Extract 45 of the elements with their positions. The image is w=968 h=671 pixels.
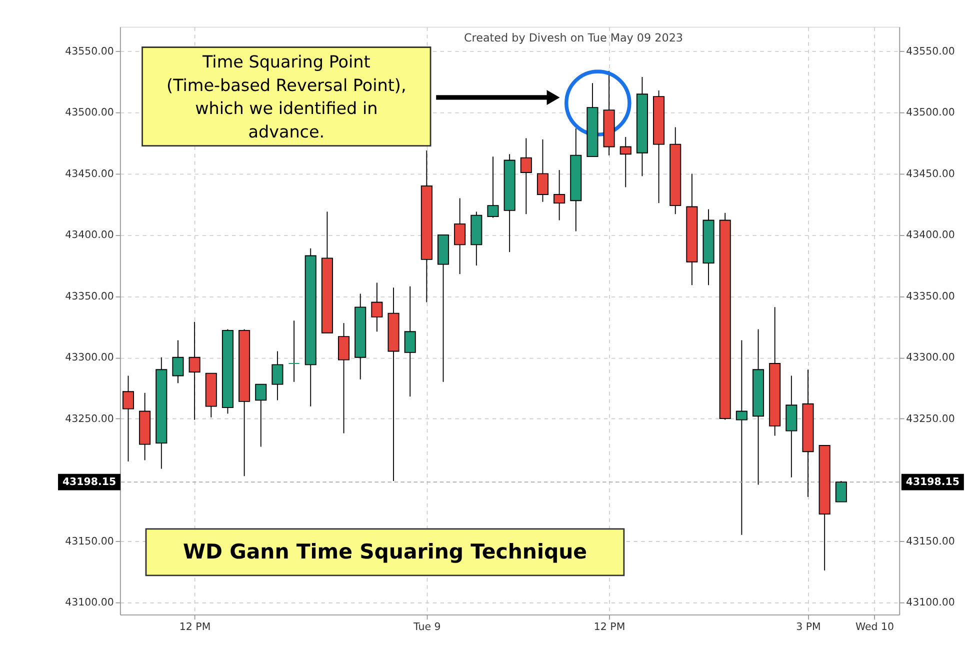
- annotation: Created by Divesh on Tue May 09 2023: [464, 32, 684, 45]
- y2-tick-label: 43300.00: [906, 352, 955, 364]
- candlestick: [554, 170, 566, 221]
- x-tick-label: 12 PM: [179, 622, 211, 633]
- y-tick-label: 43500.00: [65, 108, 114, 119]
- x-tick-label: 3 PM: [796, 622, 821, 633]
- y-tick-label: 43350.00: [65, 291, 114, 302]
- candlestick: [255, 384, 267, 448]
- candlestick: [454, 198, 466, 275]
- candlestick: [122, 375, 134, 462]
- y-tick-label: 43550.00: [65, 46, 114, 58]
- x-tick-label: Tue 9: [412, 622, 441, 633]
- ref-line-label: 43198.15: [62, 476, 116, 488]
- y2-tick-label: 43250.00: [906, 414, 955, 425]
- y2-tick-label: 43350.00: [906, 291, 955, 302]
- candlestick: [188, 321, 200, 420]
- candlestick: [288, 320, 300, 382]
- candlestick: [371, 282, 383, 332]
- candlestick: [520, 138, 532, 215]
- y-tick-label: 43400.00: [65, 230, 114, 242]
- candlestick: [272, 350, 284, 401]
- annotation: Time Squaring Point (Time-based Reversal Point), which we identified in advance.: [166, 52, 406, 142]
- y2-tick-label: 43500.00: [906, 108, 955, 119]
- candlestick: [536, 138, 548, 202]
- x-tick-label: Wed 10: [856, 622, 894, 633]
- candlestick: [338, 322, 350, 434]
- y2-tick-label: 43550.00: [906, 46, 955, 58]
- y-tick-label: 43100.00: [65, 597, 114, 608]
- annotation: WD Gann Time Squaring Technique: [182, 540, 587, 564]
- candlestick: [404, 286, 416, 398]
- candlestick: [172, 340, 184, 384]
- y2-tick-label: 43100.00: [906, 597, 955, 608]
- x-tick-label: 12 PM: [594, 622, 626, 633]
- candlestick: [736, 340, 748, 536]
- y2-tick-label: 43400.00: [906, 230, 955, 242]
- candlestick: [487, 156, 499, 218]
- candlestick: [620, 136, 632, 188]
- y-tick-label: 43300.00: [65, 352, 114, 364]
- y-tick-label: 43450.00: [65, 168, 114, 180]
- text: 43198.15: [906, 476, 960, 488]
- y2-tick-label: 43150.00: [906, 536, 955, 548]
- y2-tick-label: 43450.00: [906, 168, 955, 180]
- candlestick: [835, 480, 847, 502]
- y-tick-label: 43250.00: [65, 414, 114, 425]
- y-tick-label: 43150.00: [65, 536, 114, 548]
